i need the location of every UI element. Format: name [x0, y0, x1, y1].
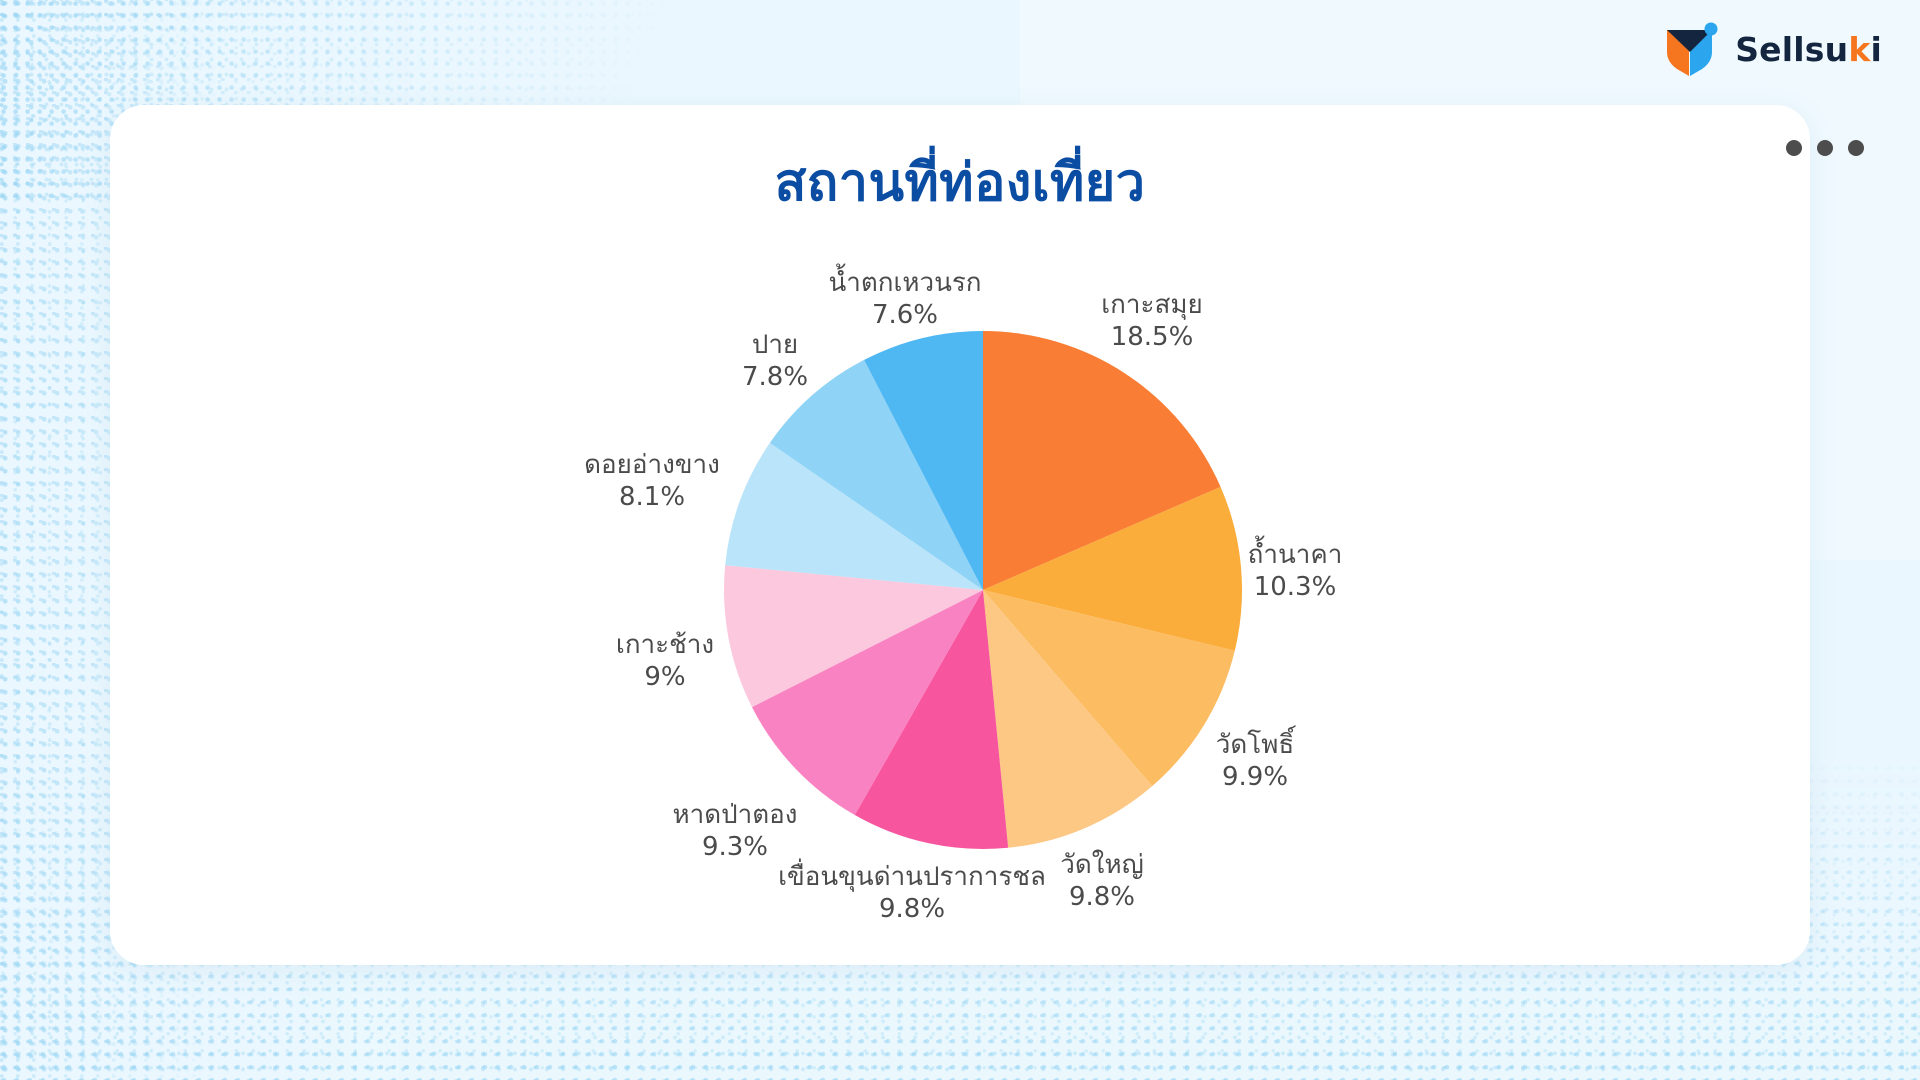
pie-slice[interactable] — [983, 590, 1235, 787]
chart-title: สถานที่ท่องเที่ยว — [774, 153, 1146, 213]
pie-slice-label-value: 9.8% — [1068, 881, 1136, 912]
pie-slice-label-value: 9.8% — [878, 893, 946, 924]
pie-slice[interactable] — [983, 486, 1242, 651]
pie-slice-label: เกาะช้าง 9% — [616, 630, 714, 693]
pie-slice[interactable] — [751, 590, 983, 816]
pie-slice-label-value: 9.9% — [1221, 761, 1289, 792]
pie-slice-label-name: วัดใหญ่ — [1060, 850, 1144, 880]
pie-slice-label-value: 7.6% — [871, 299, 939, 330]
pie-slice-label-name: วัดโพธิ์ — [1215, 730, 1295, 760]
pie-chart — [110, 105, 1810, 965]
pie-slice[interactable] — [724, 565, 983, 708]
brand-name-part1: Sellsu — [1735, 29, 1849, 69]
pie-slice-label: เขื่อนขุนด่านปราการชล 9.8% — [778, 862, 1046, 925]
pie-slice-label-name: ถ้ำนาคา — [1247, 540, 1343, 570]
pie-slice-label-value: 8.1% — [618, 481, 686, 512]
pie-slice-label: น้ำตกเหวนรก 7.6% — [828, 268, 981, 331]
pie-slice[interactable] — [864, 331, 983, 590]
pie-slice-label-name: หาดป่าตอง — [672, 800, 798, 830]
pie-slice-label: หาดป่าตอง 9.3% — [673, 800, 798, 863]
pie-slice[interactable] — [769, 359, 983, 590]
pie-slice-group — [724, 331, 1242, 850]
card-more-options-button[interactable] — [1786, 140, 1864, 156]
pie-slice-label-value: 10.3% — [1253, 571, 1337, 602]
pie-slice-label: ปาย 7.8% — [742, 330, 808, 393]
pie-slice-label-name: น้ำตกเหวนรก — [828, 268, 982, 298]
sellsuki-mark-icon — [1667, 22, 1718, 76]
pie-slice-label: ถ้ำนาคา 10.3% — [1248, 540, 1343, 603]
pie-slice-label: เกาะสมุย 18.5% — [1101, 290, 1202, 353]
pie-slice-label-name: เกาะสมุย — [1101, 290, 1203, 320]
pie-chart-svg — [724, 331, 1242, 850]
pie-slice-label: ดอยอ่างขาง 8.1% — [584, 450, 720, 513]
more-dot-1-icon — [1786, 140, 1802, 156]
pie-slice-label-value: 9.3% — [701, 831, 769, 862]
pie-slice-label-name: ปาย — [751, 330, 799, 360]
pie-slice[interactable] — [983, 331, 1221, 590]
pie-slice[interactable] — [725, 442, 983, 590]
pie-slice-label-name: เขื่อนขุนด่านปราการชล — [778, 862, 1046, 892]
brand-wordmark: Sellsuki — [1735, 33, 1882, 66]
more-dot-3-icon — [1848, 140, 1864, 156]
pie-slice[interactable] — [983, 590, 1153, 848]
pie-slice-label-name: ดอยอ่างขาง — [584, 450, 720, 480]
brand-name-part3: i — [1870, 29, 1882, 69]
pie-slice-label-value: 18.5% — [1110, 321, 1194, 352]
pie-slice-label: วัดโพธิ์ 9.9% — [1216, 730, 1294, 793]
brand-logo: Sellsuki — [1663, 22, 1882, 76]
pie-slice[interactable] — [854, 590, 1009, 850]
pie-slice-label: วัดใหญ่ 9.8% — [1060, 850, 1143, 913]
pie-slice-label-name: เกาะช้าง — [615, 630, 715, 660]
brand-name-part2: k — [1848, 29, 1871, 69]
more-dot-2-icon — [1817, 140, 1833, 156]
pie-slice-label-value: 9% — [644, 661, 686, 692]
pie-slice-label-value: 7.8% — [741, 361, 809, 392]
